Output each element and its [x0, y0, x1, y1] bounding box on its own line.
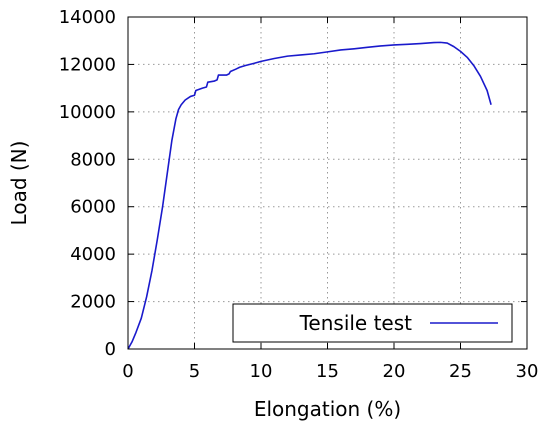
y-axis-title: Load (N) — [7, 141, 31, 226]
x-axis-title: Elongation (%) — [254, 397, 401, 421]
y-tick-label: 10000 — [59, 102, 116, 123]
y-tick-label: 14000 — [59, 7, 116, 28]
x-tick-label: 25 — [449, 361, 472, 382]
y-tick-label: 6000 — [70, 197, 116, 218]
x-tick-label: 0 — [122, 361, 133, 382]
x-tick-labels: 0 5 10 15 20 25 30 — [122, 361, 538, 382]
y-tick-label: 8000 — [70, 149, 116, 170]
x-tick-label: 30 — [516, 361, 539, 382]
legend: Tensile test — [232, 303, 513, 343]
x-tick-label: 5 — [189, 361, 200, 382]
y-tick-label: 2000 — [70, 292, 116, 313]
x-tick-label: 15 — [316, 361, 339, 382]
x-tick-label: 20 — [383, 361, 406, 382]
series-line-0 — [127, 41, 492, 350]
x-tick-label: 10 — [250, 361, 273, 382]
legend-label-tensile-test: Tensile test — [299, 311, 413, 335]
y-tick-labels: 0 2000 4000 6000 8000 10000 12000 14000 — [59, 7, 116, 360]
series-layer — [127, 41, 492, 350]
y-tick-label: 12000 — [59, 54, 116, 75]
grid-lines — [128, 17, 527, 349]
y-tick-label: 4000 — [70, 244, 116, 265]
plot-frame — [127, 16, 528, 350]
y-tick-label: 0 — [105, 339, 116, 360]
